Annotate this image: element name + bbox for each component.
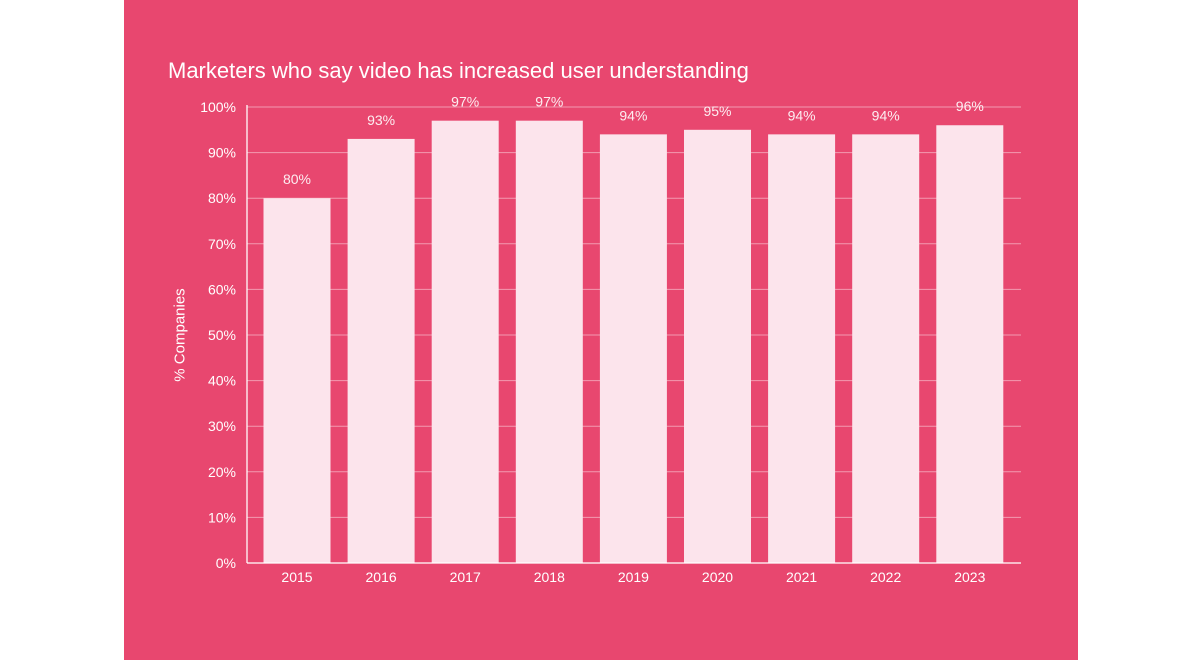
y-tick-label: 70% xyxy=(208,236,236,252)
data-label: 97% xyxy=(451,94,479,110)
y-tick-label: 60% xyxy=(208,281,236,297)
data-label: 95% xyxy=(703,103,731,119)
chart-title: Marketers who say video has increased us… xyxy=(168,58,749,83)
y-tick-label: 30% xyxy=(208,418,236,434)
x-tick-label: 2016 xyxy=(366,569,397,585)
x-tick-label: 2020 xyxy=(702,569,733,585)
bar-2020 xyxy=(684,129,751,564)
x-tick-label: 2019 xyxy=(618,569,649,585)
x-tick-label: 2021 xyxy=(786,569,817,585)
y-tick-label: 80% xyxy=(208,190,236,206)
bar-2016 xyxy=(347,138,415,564)
data-label: 94% xyxy=(619,107,647,123)
y-tick-label: 20% xyxy=(208,464,236,480)
data-label: 94% xyxy=(788,107,816,123)
data-label: 93% xyxy=(367,112,395,128)
bar-2015 xyxy=(263,198,331,563)
x-tick-label: 2022 xyxy=(870,569,901,585)
data-label: 94% xyxy=(872,107,900,123)
x-tick-label: 2023 xyxy=(954,569,985,585)
bar-2019 xyxy=(599,134,667,564)
y-tick-label: 50% xyxy=(208,327,236,343)
y-tick-label: 0% xyxy=(216,555,236,571)
y-tick-label: 10% xyxy=(208,509,236,525)
y-tick-label: 90% xyxy=(208,145,236,161)
bar-2021 xyxy=(768,134,836,564)
data-label: 80% xyxy=(283,171,311,187)
bar-2017 xyxy=(431,120,499,564)
bar-2022 xyxy=(852,134,920,564)
data-label: 97% xyxy=(535,94,563,110)
bar-2018 xyxy=(515,120,583,564)
x-tick-label: 2018 xyxy=(534,569,565,585)
x-tick-label: 2015 xyxy=(281,569,312,585)
x-tick-label: 2017 xyxy=(450,569,481,585)
bar-2023 xyxy=(936,125,1004,564)
y-tick-label: 100% xyxy=(200,99,236,115)
data-label: 96% xyxy=(956,98,984,114)
y-tick-label: 40% xyxy=(208,373,236,389)
